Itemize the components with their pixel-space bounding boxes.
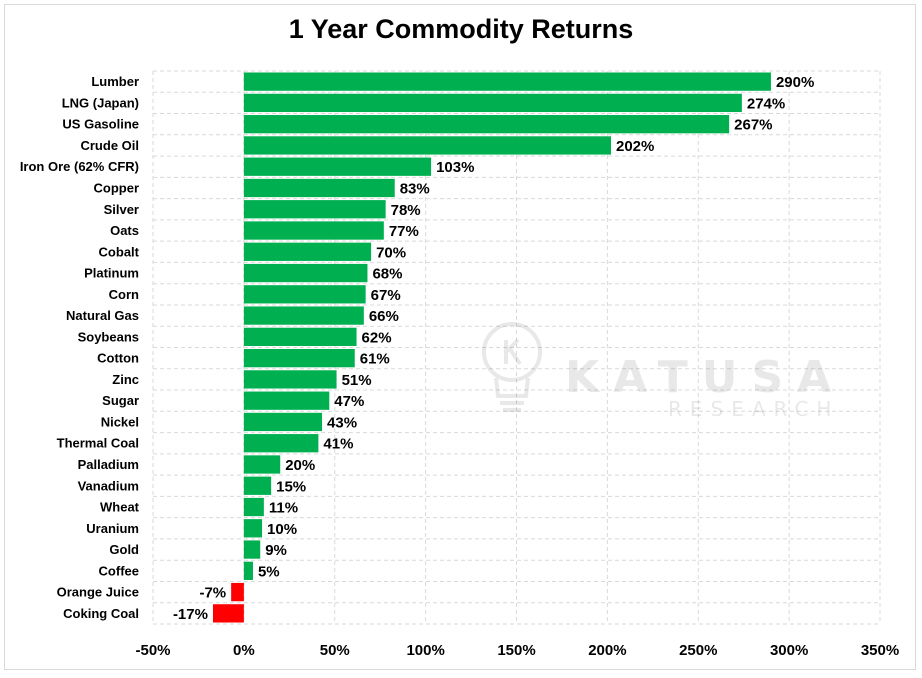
category-label: Gold (109, 542, 139, 557)
value-label: 77% (389, 223, 419, 240)
category-label: Coking Coal (63, 606, 139, 621)
category-label: Natural Gas (66, 308, 139, 323)
category-labels: Lumber LNG (Japan) US Gasoline Crude Oil Iro… (20, 74, 140, 621)
value-label: 83% (400, 180, 430, 197)
x-tick-label: 350% (861, 642, 899, 659)
value-label: 51% (342, 372, 372, 389)
bar (212, 604, 244, 623)
value-label: 66% (369, 308, 399, 325)
category-label: Thermal Coal (57, 436, 139, 451)
category-label: Nickel (101, 414, 139, 429)
bar (243, 476, 272, 495)
category-label: Cotton (97, 351, 139, 366)
category-label: LNG (Japan) (62, 95, 139, 110)
category-label: Lumber (91, 74, 139, 89)
x-tick-label: 100% (406, 642, 444, 659)
value-label: -17% (173, 606, 208, 623)
value-label: -7% (199, 585, 226, 602)
value-label: 15% (276, 478, 306, 495)
bar (243, 157, 432, 176)
bar (243, 178, 395, 198)
value-label: 267% (734, 117, 772, 134)
bar (243, 540, 261, 559)
bar (243, 221, 384, 240)
value-label: 78% (391, 202, 421, 219)
value-label: 10% (267, 521, 297, 538)
value-labels: 290% 274% 267% 202% 103% 83% 78% 77% 70% 68% 67% 66… (173, 74, 814, 623)
bar (243, 327, 357, 347)
value-label: 47% (334, 393, 364, 410)
category-label: Orange Juice (57, 585, 139, 600)
value-label: 9% (265, 542, 287, 559)
category-label: Platinum (84, 266, 139, 281)
category-label: Coffee (99, 563, 139, 578)
x-tick-label: 150% (497, 642, 535, 659)
chart-title: 1 Year Commodity Returns (288, 14, 634, 44)
bar (243, 93, 742, 113)
value-label: 62% (362, 329, 392, 346)
bar (243, 72, 771, 91)
chart-frame (4, 4, 916, 670)
value-label: 5% (258, 563, 280, 580)
value-label: 274% (747, 95, 785, 112)
bar (243, 497, 264, 517)
x-tick-label: 0% (233, 642, 255, 659)
category-label: Wheat (100, 500, 140, 515)
bar (243, 434, 319, 453)
value-label: 68% (372, 266, 402, 283)
watermark: KATUSA RESEARCH (482, 322, 845, 421)
category-label: Palladium (78, 457, 139, 472)
bar (243, 561, 253, 580)
value-label: 67% (371, 287, 401, 304)
x-tick-label: 250% (679, 642, 717, 659)
category-label: Iron Ore (62% CFR) (20, 159, 139, 174)
bars (212, 72, 771, 623)
bar (243, 519, 263, 538)
bar (243, 242, 372, 261)
x-tick-label: 200% (588, 642, 626, 659)
bar (243, 285, 366, 304)
value-label: 43% (327, 414, 357, 431)
value-label: 70% (376, 244, 406, 261)
category-label: Oats (110, 223, 139, 238)
bar (231, 582, 244, 602)
value-label: 290% (776, 74, 814, 91)
watermark-sub: RESEARCH (668, 397, 839, 421)
value-label: 11% (269, 500, 298, 517)
bar (243, 115, 730, 134)
category-label: Corn (109, 287, 139, 302)
bar (243, 370, 337, 389)
category-label: Silver (104, 202, 139, 217)
category-label: Sugar (102, 393, 139, 408)
x-tick-label: -50% (135, 642, 170, 659)
bar (243, 348, 355, 368)
bar (243, 412, 323, 432)
x-axis-tick-labels: -50% 0% 50% 100% 150% 200% 250% 300% 350% (135, 642, 899, 659)
value-label: 61% (360, 351, 390, 368)
bar (243, 455, 281, 474)
value-label: 202% (616, 138, 654, 155)
category-label: Uranium (86, 521, 139, 536)
bar (243, 391, 330, 410)
bar (243, 200, 386, 219)
category-label: Cobalt (99, 244, 140, 259)
value-label: 41% (323, 436, 353, 453)
bar (243, 263, 368, 283)
category-label: US Gasoline (62, 117, 139, 132)
value-label: 20% (285, 457, 315, 474)
lightbulb-icon (482, 322, 542, 412)
x-tick-label: 300% (770, 642, 808, 659)
category-label: Zinc (112, 372, 139, 387)
category-label: Copper (94, 180, 140, 195)
category-label: Vanadium (78, 478, 139, 493)
category-label: Crude Oil (80, 138, 139, 153)
watermark-name: KATUSA (565, 352, 845, 403)
bar (243, 306, 364, 325)
bar (243, 136, 612, 155)
x-tick-label: 50% (320, 642, 350, 659)
category-label: Soybeans (78, 329, 139, 344)
value-label: 103% (436, 159, 474, 176)
